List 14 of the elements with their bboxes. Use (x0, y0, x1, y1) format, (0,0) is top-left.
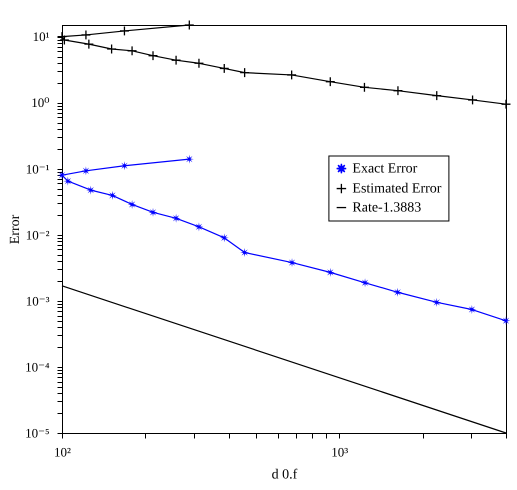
legend-label: Exact Error (352, 162, 418, 177)
y-tick-label: 10⁻² (26, 227, 50, 242)
y-tick-label: 10⁻¹ (26, 161, 50, 176)
legend-label: Rate-1.3883 (352, 200, 422, 216)
x-axis-title: d 0.f (272, 468, 298, 482)
x-tick-label: 10² (54, 444, 72, 460)
x-tick-label: 10³ (331, 444, 348, 460)
legend-label: Estimated Error (352, 182, 442, 197)
y-tick-label: 10⁻⁴ (25, 359, 50, 374)
y-tick-label: 10⁻³ (26, 293, 50, 308)
y-tick-label: 10⁻⁵ (25, 426, 50, 440)
y-tick-label: 10¹ (32, 29, 50, 44)
y-tick-label: 10⁰ (31, 95, 50, 110)
y-axis-title: Error (8, 214, 24, 244)
